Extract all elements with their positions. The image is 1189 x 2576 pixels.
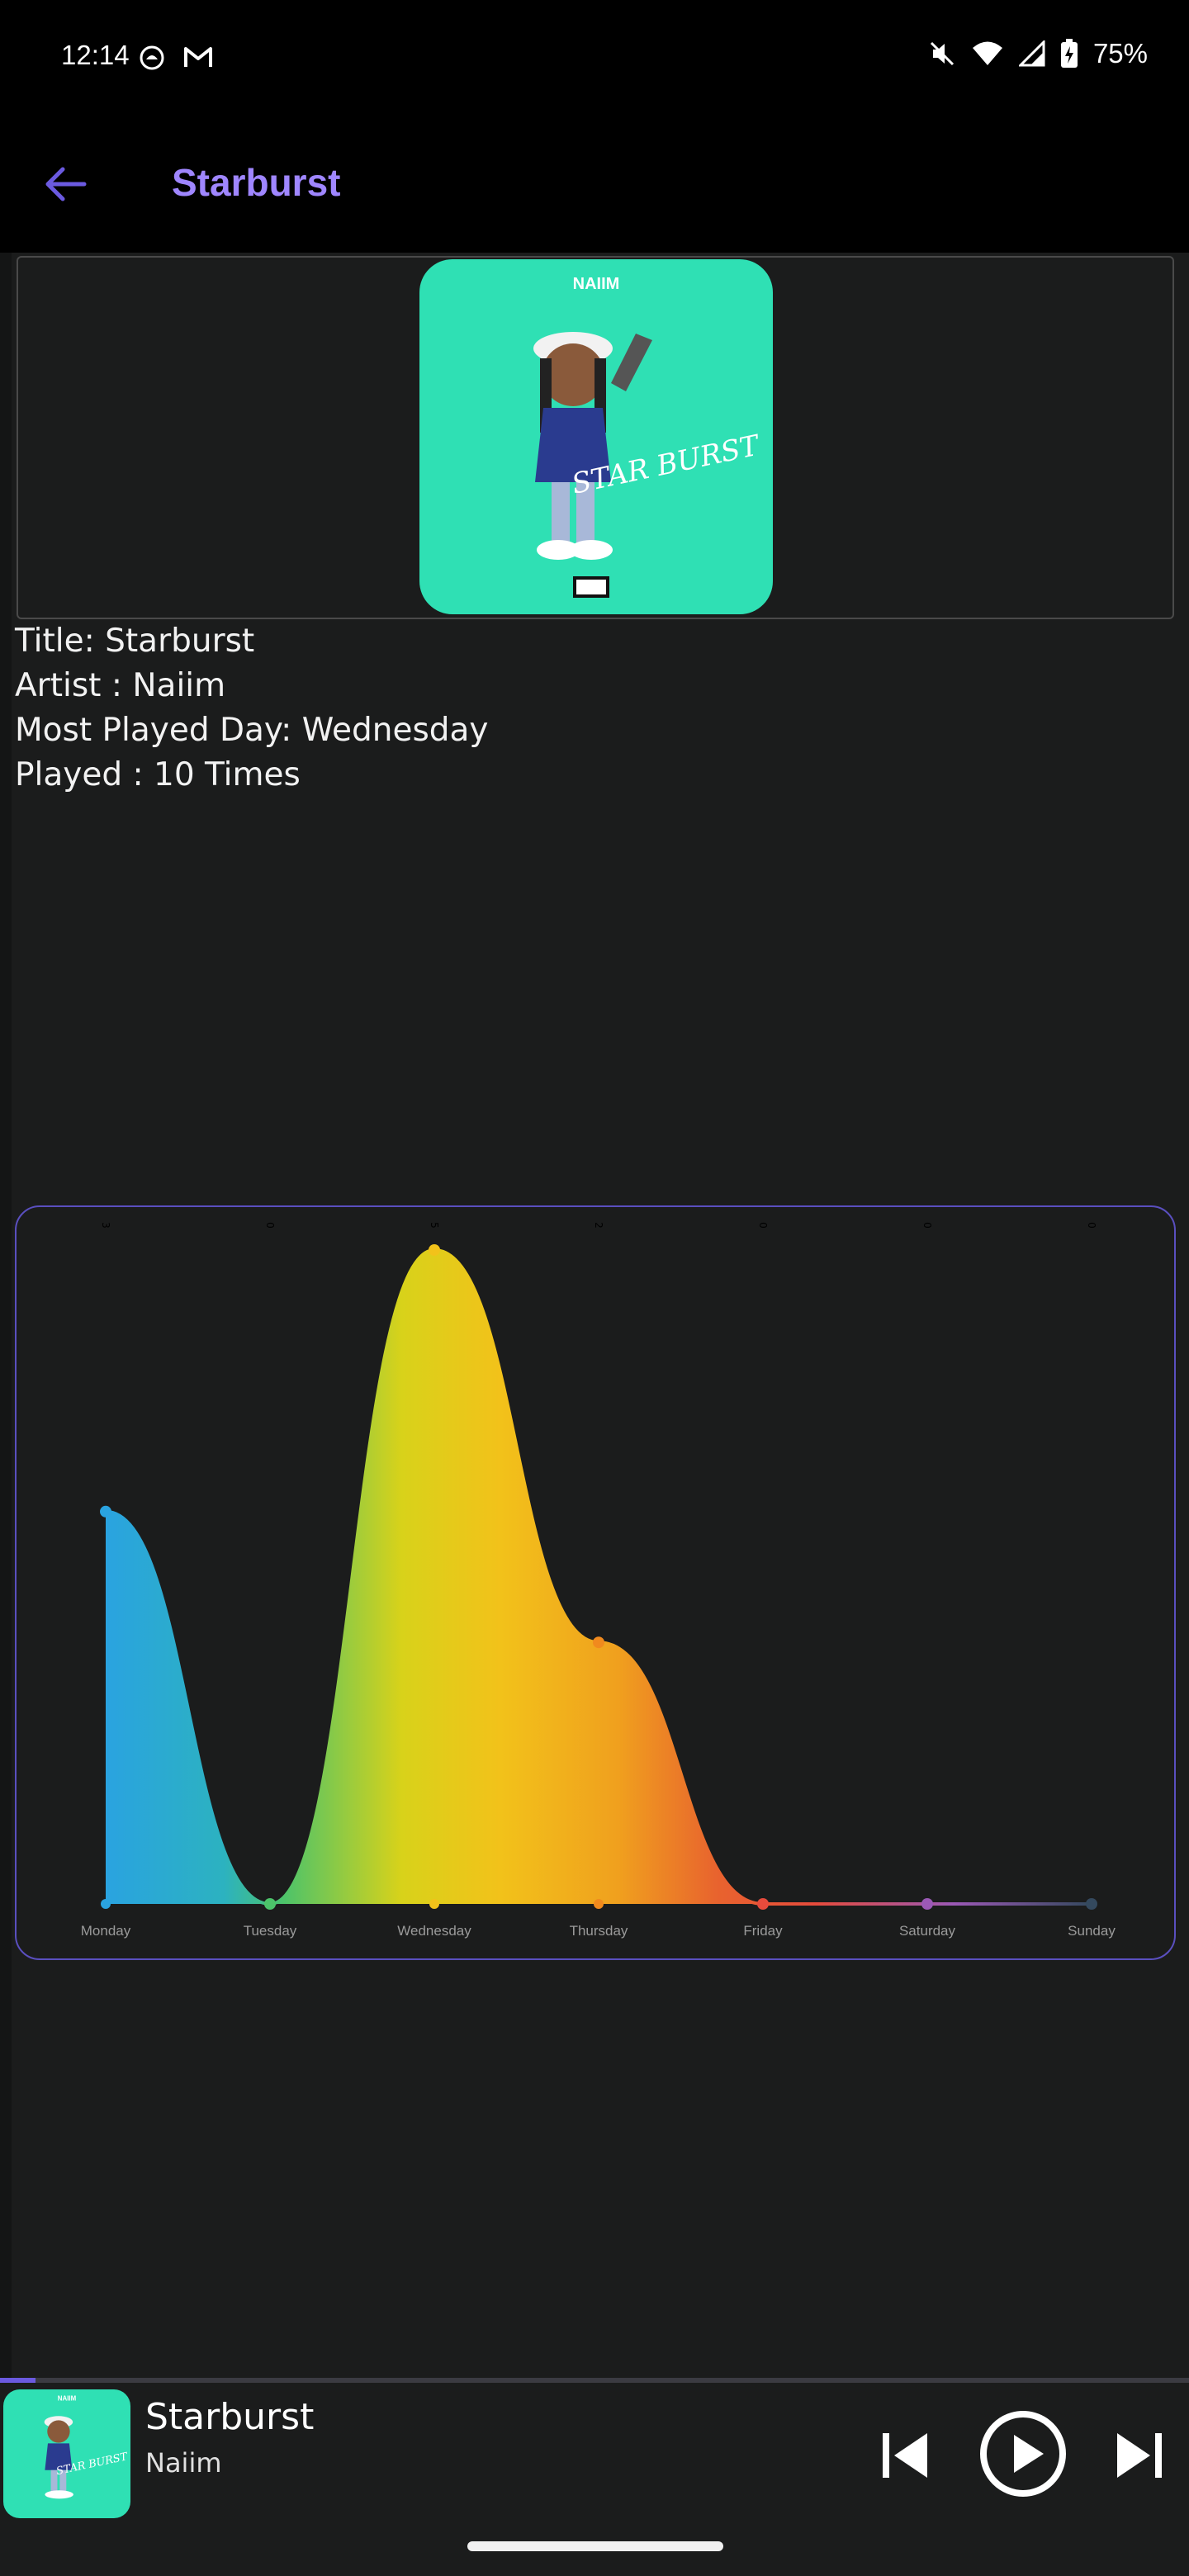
player-progress-fill bbox=[0, 2378, 36, 2383]
album-art-artist-text: NAIIM bbox=[573, 275, 620, 293]
chart-x-label-tuesday: Tuesday bbox=[244, 1923, 297, 1939]
page-title: Starburst bbox=[172, 161, 341, 204]
chart-top-label-saturday: 0 bbox=[921, 1222, 933, 1229]
play-button[interactable] bbox=[978, 2408, 1068, 2500]
chart-x-label-monday: Monday bbox=[81, 1923, 131, 1939]
wifi-icon bbox=[972, 41, 1002, 65]
chart-baseline-point-monday bbox=[101, 1899, 111, 1909]
play-icon bbox=[980, 2411, 1066, 2497]
player-progress-bar[interactable] bbox=[0, 2378, 1189, 2383]
chart-top-label-thursday: 2 bbox=[593, 1222, 604, 1229]
chart-svg: 3 0 5 2 0 0 0 Monday Tuesday Wednesday Thursday Fr… bbox=[81, 1222, 1116, 1939]
chart-x-label-wednesday: Wednesday bbox=[397, 1923, 471, 1939]
chart-x-label-thursday: Thursday bbox=[570, 1923, 628, 1939]
battery-icon bbox=[1060, 39, 1078, 68]
chart-x-label-sunday: Sunday bbox=[1068, 1923, 1116, 1939]
album-art: NAIIM STAR BURST bbox=[419, 259, 773, 614]
status-bar: 12:14 75% bbox=[0, 0, 1189, 116]
battery-percent: 75% bbox=[1092, 38, 1148, 69]
chart-point-monday[interactable] bbox=[100, 1505, 111, 1518]
chart-baseline-point-thursday bbox=[594, 1899, 604, 1909]
chart-point-sunday[interactable] bbox=[1086, 1898, 1097, 1910]
skip-previous-button[interactable] bbox=[872, 2422, 938, 2488]
mini-player[interactable]: NAIIM STAR BURST Starburst Naiim bbox=[0, 2378, 1189, 2576]
album-art-frame bbox=[17, 256, 1174, 619]
mini-player-album-art[interactable]: NAIIM STAR BURST bbox=[3, 2389, 130, 2518]
chart-point-saturday[interactable] bbox=[921, 1898, 933, 1910]
skip-previous-icon bbox=[883, 2433, 927, 2478]
chart-series-line bbox=[105, 1248, 1092, 1906]
info-artist: Artist : Naiim bbox=[15, 667, 226, 704]
player-song-title: Starburst bbox=[145, 2396, 315, 2438]
mute-icon bbox=[930, 41, 954, 66]
chart-point-friday[interactable] bbox=[757, 1898, 769, 1910]
home-indicator[interactable] bbox=[467, 2541, 723, 2551]
chart-top-label-friday: 0 bbox=[757, 1222, 769, 1229]
chart-point-thursday[interactable] bbox=[593, 1636, 604, 1649]
player-artist-name: Naiim bbox=[145, 2447, 222, 2479]
chart-area bbox=[106, 1250, 1092, 1904]
arrow-left-icon bbox=[45, 167, 87, 201]
chart-top-label-sunday: 0 bbox=[1086, 1222, 1097, 1229]
back-button[interactable] bbox=[36, 155, 94, 213]
info-title: Title: Starburst bbox=[15, 623, 255, 660]
app-bar: Starburst bbox=[0, 116, 1189, 253]
chart-point-wednesday[interactable] bbox=[429, 1244, 440, 1256]
chart-top-label-tuesday: 0 bbox=[264, 1222, 276, 1229]
chart-baseline-point-wednesday bbox=[429, 1899, 439, 1909]
info-play-count: Played : 10 Times bbox=[15, 756, 301, 793]
recorder-icon bbox=[140, 45, 164, 70]
chart-x-label-friday: Friday bbox=[743, 1923, 783, 1939]
info-most-played-day: Most Played Day: Wednesday bbox=[15, 712, 489, 749]
song-info: Title: Starburst Artist : Naiim Most Pla… bbox=[15, 619, 489, 798]
gmail-icon bbox=[184, 47, 212, 67]
left-edge bbox=[0, 253, 12, 2378]
chart-top-label-wednesday: 5 bbox=[429, 1222, 440, 1229]
chart-top-label-monday: 3 bbox=[100, 1222, 111, 1229]
skip-next-button[interactable] bbox=[1106, 2422, 1172, 2488]
status-time: 12:14 bbox=[61, 40, 130, 70]
plays-per-day-chart: 3 0 5 2 0 0 0 Monday Tuesday Wednesday Thursday Fr… bbox=[15, 1205, 1176, 1960]
signal-icon bbox=[1018, 40, 1045, 67]
chart-x-label-saturday: Saturday bbox=[899, 1923, 956, 1939]
mini-art-artist-text: NAIIM bbox=[58, 2395, 77, 2403]
chart-point-tuesday[interactable] bbox=[264, 1898, 276, 1910]
song-details-content: NAIIM STAR BURST Title: Starburst Artist… bbox=[0, 253, 1189, 2378]
skip-next-icon bbox=[1117, 2433, 1162, 2478]
